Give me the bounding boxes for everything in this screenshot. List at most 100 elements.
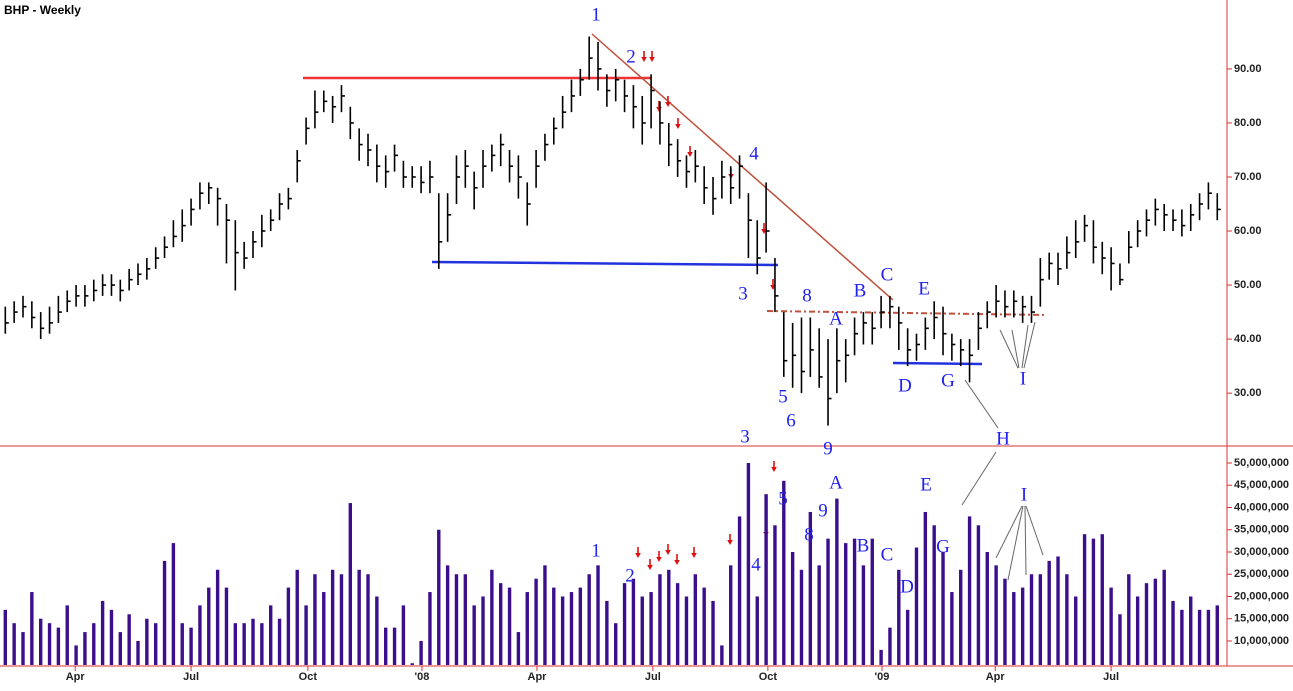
x-tick-label: Oct [299, 671, 318, 683]
volume-bar [835, 498, 839, 665]
volume-bar [870, 538, 874, 665]
annotation-label: A [829, 308, 843, 329]
volume-bar [21, 632, 25, 665]
volume-bar [304, 605, 308, 665]
annotation-label: 1 [591, 540, 601, 561]
volume-bar [1215, 605, 1219, 665]
annotation-label: 5 [778, 386, 788, 407]
annotation-label: 1 [591, 4, 601, 25]
volume-bar [330, 569, 335, 665]
volume-bar [153, 623, 158, 665]
volume-bar [83, 632, 87, 665]
annotation-label: B [857, 535, 870, 556]
volume-bar [242, 623, 246, 665]
volume-bar [1047, 560, 1051, 665]
volume-bar [1127, 574, 1131, 665]
volume-bar [1038, 574, 1043, 665]
volume-bar [269, 605, 273, 665]
volume-bar [959, 569, 963, 665]
y-tick-label: 80.00 [1234, 117, 1262, 129]
trend-line [591, 33, 894, 301]
volume-bar [516, 632, 521, 665]
volume-bar [507, 587, 512, 665]
volume-bar [1135, 596, 1140, 665]
signal-arrow [635, 547, 641, 558]
volume-bar [1180, 609, 1184, 665]
volume-bar [260, 623, 264, 665]
signal-arrow [687, 146, 693, 157]
annotation-label: 9 [818, 500, 828, 521]
volume-bar [587, 574, 591, 665]
volume-bar [127, 614, 131, 665]
volume-bar [295, 569, 299, 665]
y-tick-label: 90.00 [1234, 63, 1262, 75]
volume-bar [1206, 609, 1211, 665]
annotation-label: 2 [625, 565, 635, 586]
volume-bar [614, 623, 618, 665]
support-line [892, 361, 983, 366]
volume-bar [782, 480, 786, 665]
annotation-label: I [1021, 484, 1027, 505]
volume-bar [384, 627, 388, 665]
volume-bar [755, 596, 759, 665]
volume-bar [684, 596, 689, 665]
volume-bar [171, 543, 176, 665]
signal-arrow [771, 461, 777, 472]
volume-bar [454, 574, 459, 665]
volume-bar [897, 569, 901, 665]
volume-bar [658, 574, 662, 665]
volume-bar [808, 511, 813, 665]
x-tick-label: Jul [645, 671, 661, 683]
volume-bar [56, 627, 61, 665]
volume-bar [65, 605, 69, 665]
volume-bar [711, 600, 715, 665]
signal-arrow [647, 559, 653, 570]
volume-bar [764, 494, 768, 665]
volume-bar [605, 600, 609, 665]
volume-bar [30, 592, 34, 665]
volume-bar [799, 569, 804, 665]
annotation-label: D [900, 576, 914, 597]
volume-bar [1197, 609, 1202, 665]
volume-bar [1065, 574, 1069, 665]
volume-bar [649, 592, 653, 665]
volume-bar [879, 649, 883, 665]
signal-arrow [727, 534, 733, 545]
volume-bar [1171, 600, 1175, 665]
annotation-label: 9 [823, 438, 833, 459]
annotation-label: 4 [751, 554, 761, 575]
annotation-label: 3 [740, 426, 750, 447]
y-tick-label: 15,000,000 [1234, 613, 1289, 625]
volume-bar [675, 583, 680, 665]
volume-bar [74, 645, 78, 665]
volume-bar [286, 587, 291, 665]
volume-bar [543, 565, 547, 665]
pointer-lines [961, 321, 1044, 581]
volume-bar [419, 640, 423, 665]
volume-bar [357, 569, 361, 665]
volume-bar [1020, 587, 1025, 665]
signal-arrow [649, 51, 655, 62]
y-tick-label: 25,000,000 [1234, 568, 1289, 580]
volume-bar [322, 592, 326, 665]
volume-bar [481, 596, 485, 665]
volume-bar [631, 578, 636, 665]
volume-bar [348, 503, 353, 665]
volume-bar [145, 618, 149, 665]
volume-bar [817, 565, 821, 665]
y-tick-label: 20,000,000 [1234, 590, 1289, 602]
volume-bar [445, 565, 450, 665]
x-tick-label: Jul [183, 671, 199, 683]
annotation-label: A [829, 472, 843, 493]
volume-bar [560, 596, 565, 665]
volume-bar [1144, 583, 1149, 665]
volume-bar [976, 525, 981, 665]
volume-bar [92, 623, 96, 665]
x-tick-label: Apr [986, 671, 1006, 683]
signal-arrow [674, 554, 680, 565]
y-tick-label: 10,000,000 [1234, 635, 1289, 647]
annotation-label: 8 [802, 285, 812, 306]
x-tick-label: Jul [1103, 671, 1119, 683]
volume-bar [1003, 578, 1007, 665]
y-tick-label: 30.00 [1234, 387, 1262, 399]
